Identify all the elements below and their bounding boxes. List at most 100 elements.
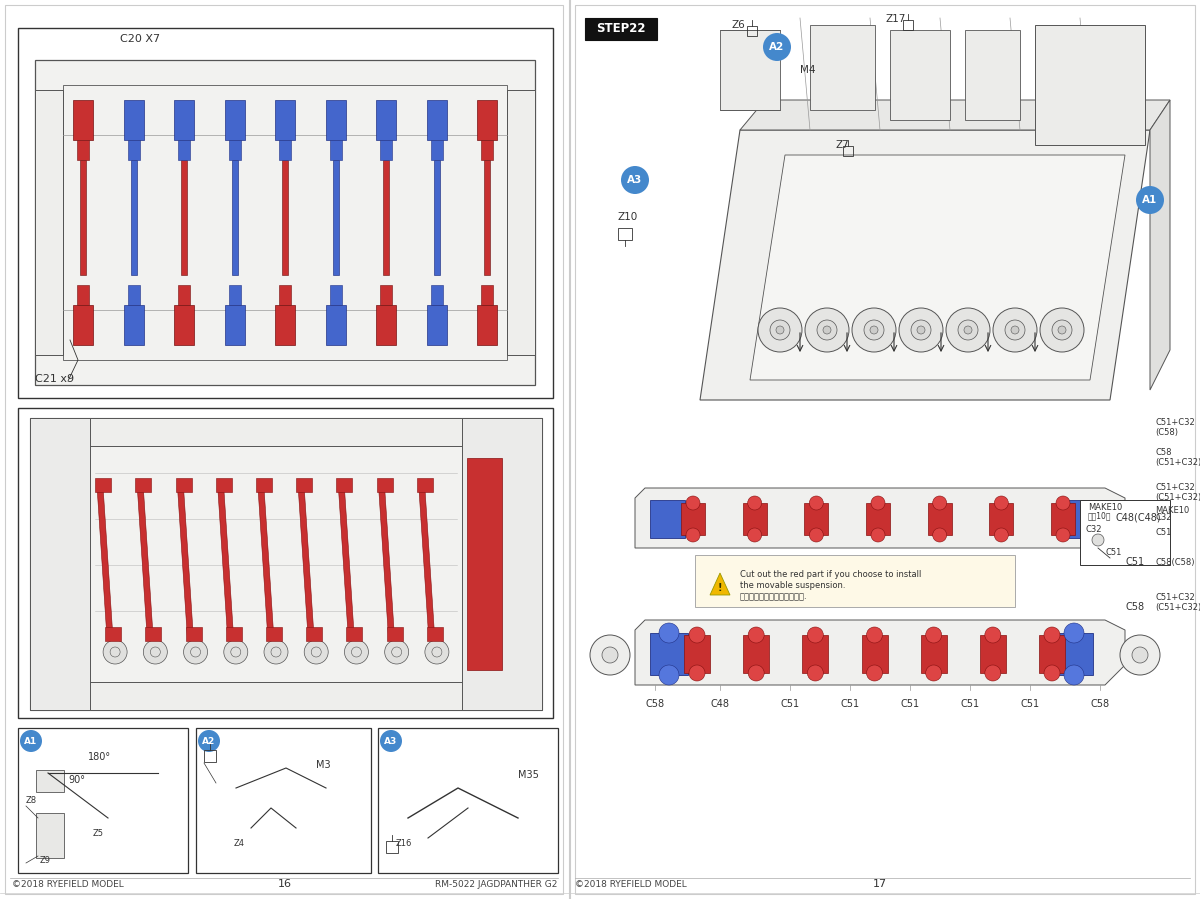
Bar (30, 682, 542, 710)
Text: 17: 17 (872, 879, 887, 889)
Text: Z17: Z17 (886, 14, 905, 24)
Bar (416, 478, 433, 492)
Bar (186, 627, 202, 641)
Text: C51: C51 (900, 699, 919, 709)
Circle shape (932, 496, 947, 510)
Bar (256, 478, 272, 492)
Circle shape (1136, 186, 1164, 214)
Text: C58: C58 (1126, 602, 1144, 612)
Circle shape (590, 635, 630, 675)
Bar (743, 635, 769, 673)
Polygon shape (217, 488, 234, 640)
Bar (842, 146, 853, 156)
Text: C51+C32: C51+C32 (1154, 483, 1195, 492)
Circle shape (870, 326, 878, 334)
Bar (35, 60, 535, 385)
Circle shape (1044, 627, 1060, 643)
Bar (77, 140, 89, 160)
Bar (1060, 500, 1096, 538)
Bar (695, 555, 1015, 607)
Circle shape (602, 647, 618, 663)
Bar (478, 305, 497, 345)
Circle shape (1064, 665, 1084, 685)
Bar (431, 285, 443, 305)
Bar (862, 635, 888, 673)
Text: Z6: Z6 (732, 20, 745, 30)
Bar (920, 635, 947, 673)
Bar (377, 478, 392, 492)
Text: Z4: Z4 (234, 839, 245, 848)
Bar (1034, 25, 1145, 145)
Text: C51+C32: C51+C32 (1154, 418, 1195, 427)
Bar (204, 750, 216, 762)
Text: C20 X7: C20 X7 (120, 34, 160, 44)
Text: Z5: Z5 (94, 829, 104, 838)
Text: A3: A3 (628, 175, 643, 185)
Text: 制作10組: 制作10組 (1088, 511, 1111, 520)
Bar (481, 140, 493, 160)
Bar (232, 160, 238, 275)
Bar (720, 30, 780, 110)
Circle shape (689, 627, 706, 643)
Bar (73, 305, 94, 345)
Circle shape (425, 640, 449, 664)
Circle shape (958, 320, 978, 340)
Circle shape (808, 665, 823, 681)
Text: C51: C51 (780, 699, 799, 709)
Polygon shape (750, 155, 1126, 380)
Circle shape (380, 730, 402, 752)
Circle shape (758, 308, 802, 352)
Bar (18, 28, 553, 398)
Bar (746, 26, 757, 36)
Bar (181, 160, 187, 275)
Bar (426, 100, 446, 140)
Circle shape (659, 665, 679, 685)
Bar (36, 813, 64, 858)
Text: C58(C58): C58(C58) (1154, 558, 1194, 567)
Bar (1055, 633, 1093, 675)
Circle shape (899, 308, 943, 352)
Bar (196, 728, 371, 873)
Circle shape (817, 320, 838, 340)
Bar (586, 18, 658, 40)
Text: 180°: 180° (88, 752, 112, 762)
Text: C51: C51 (1105, 548, 1121, 557)
Polygon shape (635, 620, 1126, 685)
Circle shape (344, 640, 368, 664)
Bar (386, 841, 398, 853)
Bar (325, 100, 346, 140)
Bar (866, 503, 890, 535)
Bar (275, 305, 295, 345)
Circle shape (994, 308, 1037, 352)
Bar (743, 503, 767, 535)
Bar (5, 5, 563, 894)
Circle shape (1044, 665, 1060, 681)
Circle shape (622, 166, 649, 194)
Bar (575, 5, 1195, 894)
Text: M4: M4 (800, 65, 816, 75)
Polygon shape (299, 488, 314, 640)
Text: C51: C51 (1154, 528, 1171, 537)
Bar (73, 100, 94, 140)
Polygon shape (419, 488, 434, 640)
Polygon shape (710, 573, 730, 595)
Circle shape (1056, 528, 1070, 542)
Circle shape (1056, 496, 1070, 510)
Circle shape (748, 528, 762, 542)
Circle shape (871, 528, 886, 542)
Bar (127, 285, 139, 305)
Bar (426, 305, 446, 345)
Bar (431, 140, 443, 160)
Bar (18, 408, 553, 718)
Text: C32: C32 (1085, 525, 1102, 534)
Circle shape (143, 640, 167, 664)
Text: Z16: Z16 (396, 839, 413, 848)
Text: 切除红色部分可制作活动悬挂.: 切除红色部分可制作活动悬挂. (740, 592, 808, 601)
Text: M35: M35 (518, 770, 539, 780)
Polygon shape (258, 488, 274, 640)
Bar (330, 140, 342, 160)
Circle shape (871, 496, 886, 510)
Circle shape (808, 627, 823, 643)
Circle shape (103, 640, 127, 664)
Circle shape (1006, 320, 1025, 340)
